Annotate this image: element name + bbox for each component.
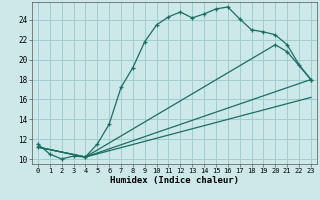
X-axis label: Humidex (Indice chaleur): Humidex (Indice chaleur) [110, 176, 239, 185]
